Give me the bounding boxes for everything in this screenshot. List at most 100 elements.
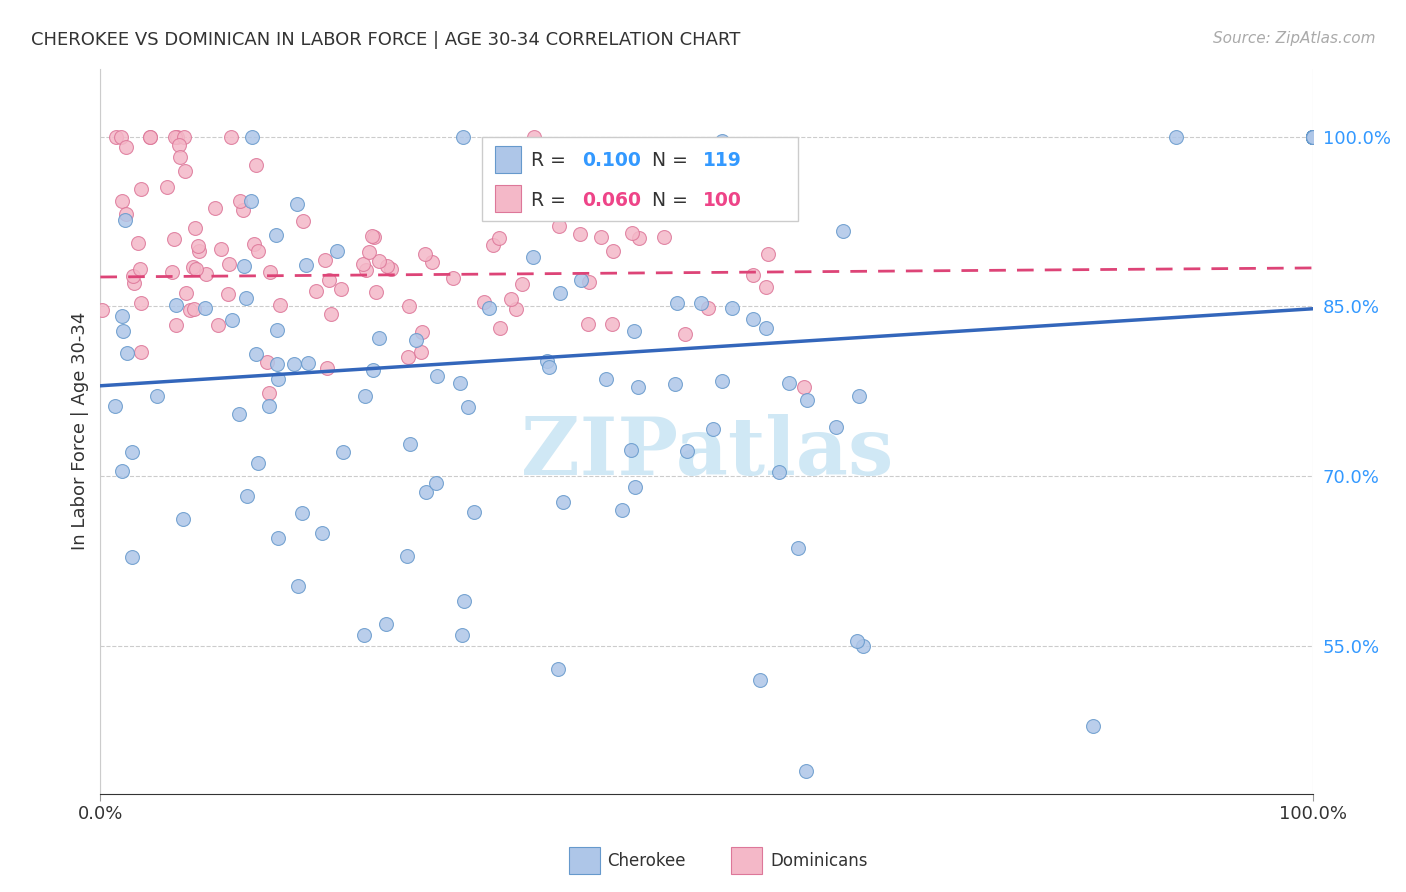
Point (848, 389, 870, 403)
Point (316, 361, 339, 376)
Text: 0.060: 0.060 (582, 191, 641, 210)
Point (166, 129, 188, 144)
Point (139, 129, 162, 144)
Point (1302, 129, 1324, 144)
Point (219, 129, 242, 144)
Point (666, 296, 689, 310)
Text: 119: 119 (703, 152, 742, 170)
Point (689, 296, 711, 310)
Point (209, 242, 232, 256)
Point (256, 355, 278, 369)
Point (245, 158, 267, 172)
Point (184, 221, 207, 235)
Point (163, 232, 186, 246)
Point (167, 137, 190, 152)
Point (111, 309, 134, 323)
Text: Source: ZipAtlas.com: Source: ZipAtlas.com (1212, 31, 1375, 46)
Text: 100: 100 (703, 191, 742, 210)
Point (742, 268, 765, 282)
Point (283, 357, 305, 371)
Point (110, 464, 132, 478)
Point (1302, 129, 1324, 144)
Point (578, 275, 600, 289)
Point (246, 456, 269, 470)
Point (1302, 129, 1324, 144)
Point (831, 225, 853, 239)
Point (755, 280, 778, 294)
Point (160, 265, 183, 279)
Point (1302, 129, 1324, 144)
Point (291, 214, 314, 228)
Point (173, 164, 195, 178)
Point (217, 286, 239, 301)
Point (523, 129, 546, 144)
Point (627, 379, 650, 393)
Point (1302, 129, 1324, 144)
Point (624, 480, 647, 494)
Point (536, 354, 558, 368)
Point (591, 230, 613, 244)
Point (115, 139, 138, 153)
Point (330, 282, 353, 296)
Point (246, 244, 269, 258)
Point (623, 325, 645, 339)
Point (266, 323, 288, 337)
Point (326, 244, 349, 259)
Point (361, 363, 384, 377)
Point (295, 258, 318, 272)
Point (1302, 129, 1324, 144)
Point (169, 150, 191, 164)
Point (742, 312, 765, 326)
Point (398, 299, 420, 313)
Point (426, 368, 449, 383)
Point (240, 129, 263, 144)
Point (311, 526, 333, 541)
Point (425, 475, 447, 490)
Point (1302, 129, 1324, 144)
Point (110, 129, 132, 144)
Point (441, 271, 464, 285)
Point (207, 318, 229, 333)
Point (602, 244, 624, 259)
Point (1302, 129, 1324, 144)
Point (364, 285, 387, 299)
Point (396, 549, 419, 563)
Point (499, 292, 522, 306)
Point (319, 307, 342, 321)
Point (852, 640, 875, 654)
Point (697, 301, 720, 315)
Point (318, 273, 340, 287)
Point (489, 321, 512, 335)
Point (537, 359, 560, 374)
Point (405, 333, 427, 347)
Point (360, 229, 382, 244)
Point (368, 331, 391, 345)
Text: R =: R = (531, 191, 572, 210)
Point (184, 262, 207, 277)
Point (91, 302, 114, 317)
Point (128, 262, 150, 277)
Point (768, 466, 790, 480)
Point (576, 317, 599, 331)
Point (825, 420, 848, 434)
Point (129, 344, 152, 359)
Point (1302, 129, 1324, 144)
Point (156, 180, 179, 194)
Point (229, 194, 252, 208)
Point (620, 442, 643, 457)
Point (291, 506, 314, 520)
Point (228, 407, 250, 421)
Point (259, 265, 281, 279)
Point (1302, 129, 1324, 144)
Point (242, 237, 264, 252)
Point (1302, 129, 1324, 144)
Point (595, 372, 617, 386)
Point (233, 259, 256, 273)
Point (354, 389, 377, 403)
Point (165, 318, 187, 332)
Point (451, 628, 474, 642)
Point (610, 503, 633, 517)
Point (129, 182, 152, 196)
Point (1302, 129, 1324, 144)
Point (413, 247, 436, 261)
